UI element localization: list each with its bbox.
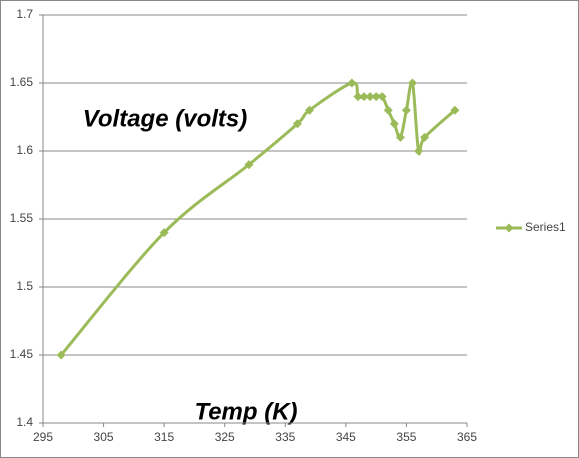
data-point bbox=[56, 350, 66, 360]
data-point bbox=[365, 92, 375, 102]
y-tick-label: 1.45 bbox=[10, 347, 34, 361]
data-point bbox=[244, 160, 254, 170]
y-tick-label: 1.55 bbox=[10, 211, 34, 225]
legend-marker bbox=[504, 223, 514, 233]
x-tick-label: 335 bbox=[275, 430, 295, 444]
data-point bbox=[353, 92, 363, 102]
x-tick-label: 355 bbox=[396, 430, 416, 444]
x-tick-label: 305 bbox=[94, 430, 114, 444]
data-point bbox=[377, 92, 387, 102]
x-tick-label: 325 bbox=[215, 430, 235, 444]
data-point bbox=[359, 92, 369, 102]
data-point bbox=[395, 132, 405, 142]
data-point bbox=[371, 92, 381, 102]
y-axis-title: Voltage (volts) bbox=[83, 105, 247, 132]
data-point bbox=[292, 119, 302, 129]
data-point bbox=[159, 228, 169, 238]
data-point bbox=[389, 119, 399, 129]
data-point bbox=[414, 146, 424, 156]
x-tick-label: 345 bbox=[336, 430, 356, 444]
data-point bbox=[383, 105, 393, 115]
x-axis-title: Temp (K) bbox=[194, 398, 297, 425]
y-tick-label: 1.5 bbox=[16, 279, 33, 293]
data-point bbox=[407, 78, 417, 88]
data-point bbox=[401, 105, 411, 115]
y-tick-label: 1.65 bbox=[10, 75, 34, 89]
y-tick-label: 1.6 bbox=[16, 143, 33, 157]
data-point bbox=[420, 132, 430, 142]
x-tick-label: 295 bbox=[33, 430, 53, 444]
legend-label: Series1 bbox=[525, 220, 566, 234]
x-tick-label: 365 bbox=[457, 430, 477, 444]
data-point bbox=[347, 78, 357, 88]
data-point bbox=[305, 105, 315, 115]
x-tick-label: 315 bbox=[154, 430, 174, 444]
data-point bbox=[450, 105, 460, 115]
y-tick-label: 1.4 bbox=[16, 415, 33, 429]
y-tick-label: 1.7 bbox=[16, 7, 33, 21]
